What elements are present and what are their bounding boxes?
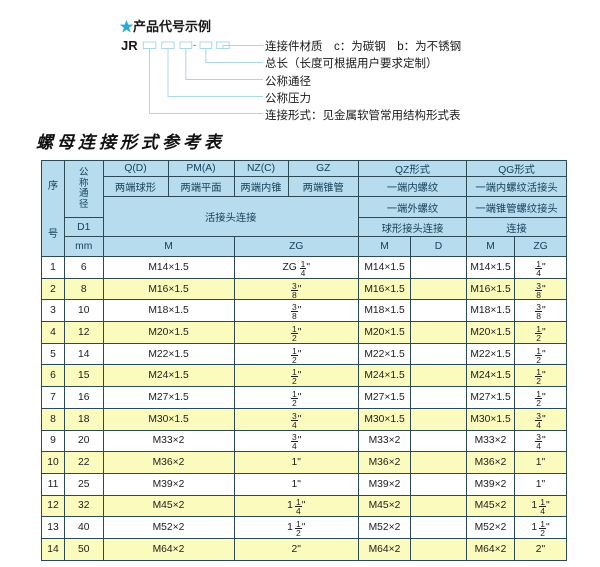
svg-text:-: - <box>193 40 196 50</box>
